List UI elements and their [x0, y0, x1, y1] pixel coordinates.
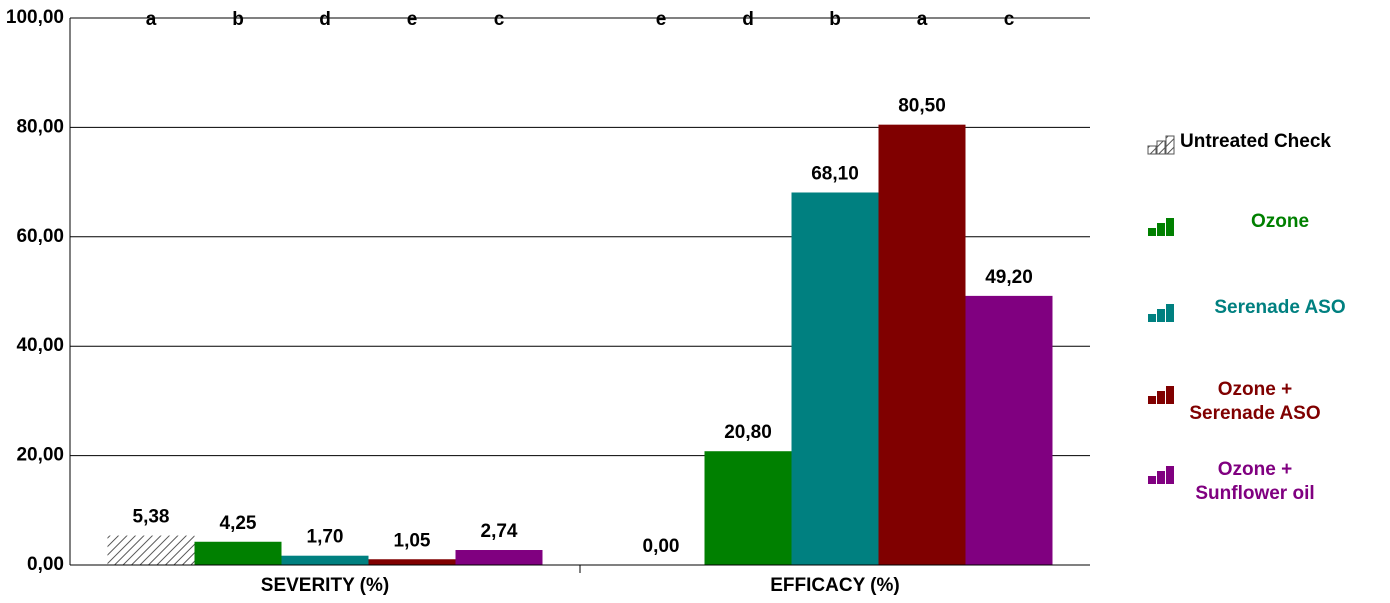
y-tick-label: 100,00 — [6, 7, 64, 28]
legend-swatch-bar — [1148, 228, 1156, 236]
bar — [965, 295, 1053, 565]
value-label: 68,10 — [811, 164, 859, 185]
significance-letter: c — [1004, 9, 1015, 30]
significance-letter: d — [319, 9, 331, 30]
significance-letter: a — [146, 9, 157, 30]
value-label: 5,38 — [133, 507, 170, 528]
y-tick-label: 40,00 — [16, 335, 64, 356]
legend-item: Untreated Check — [1140, 120, 1380, 180]
y-tick-label: 0,00 — [27, 554, 64, 575]
value-label: 1,70 — [307, 527, 344, 548]
legend-swatch-bar — [1157, 309, 1165, 322]
legend-swatch-bar — [1157, 391, 1165, 404]
value-label: 1,05 — [394, 530, 431, 551]
legend-swatch-bar — [1166, 466, 1174, 484]
bar — [704, 451, 792, 565]
value-label: 0,00 — [643, 536, 680, 557]
significance-letter: d — [742, 9, 754, 30]
legend-swatch — [1148, 304, 1174, 322]
significance-letter: e — [407, 9, 418, 30]
legend-swatch-bar — [1157, 471, 1165, 484]
legend-swatch-bar — [1165, 135, 1175, 155]
significance-letter: b — [232, 9, 244, 30]
bar — [194, 541, 282, 565]
legend-swatch-bar — [1156, 140, 1166, 155]
value-label: 80,50 — [898, 96, 946, 117]
legend-swatch-bar — [1147, 145, 1157, 155]
legend-item: Ozone — [1140, 202, 1380, 262]
legend-label: Ozone + Serenade ASO — [1189, 379, 1321, 424]
y-tick-label: 20,00 — [16, 445, 64, 466]
x-tick-label: SEVERITY (%) — [261, 575, 389, 596]
legend-swatch-bar — [1166, 304, 1174, 322]
bar — [455, 550, 543, 565]
legend-label: Serenade ASO — [1214, 297, 1346, 318]
legend-swatch-bar — [1166, 386, 1174, 404]
value-label: 49,20 — [985, 267, 1033, 288]
value-label: 4,25 — [220, 513, 257, 534]
bar — [368, 559, 456, 565]
legend-item: Ozone + Serenade ASO — [1140, 370, 1380, 430]
significance-letter: e — [656, 9, 667, 30]
significance-letter: a — [917, 9, 928, 30]
legend-swatch — [1148, 386, 1174, 404]
bar — [107, 535, 195, 565]
value-label: 2,74 — [481, 521, 518, 542]
legend-swatch-bar — [1157, 223, 1165, 236]
legend-swatch-bar — [1166, 218, 1174, 236]
legend-swatch-bar — [1148, 314, 1156, 322]
x-tick-label: EFFICACY (%) — [770, 575, 899, 596]
bar — [878, 124, 966, 565]
chart: 0,00 20,00 40,00 60,00 80,00 100,00 SEVERITY (… — [6, 7, 1090, 596]
bar — [791, 192, 879, 566]
legend-label: Ozone — [1250, 211, 1310, 232]
legend-label: Untreated Check — [1180, 131, 1331, 152]
legend-item: Serenade ASO — [1140, 288, 1380, 348]
y-tick-label: 80,00 — [16, 116, 64, 137]
y-tick-label: 60,00 — [16, 226, 64, 247]
significance-letter: c — [494, 9, 505, 30]
significance-letter: b — [829, 9, 841, 30]
legend-swatch — [1147, 135, 1175, 155]
bar — [281, 555, 369, 565]
legend-swatch — [1148, 218, 1174, 236]
legend-swatch — [1148, 466, 1174, 484]
legend-item: Ozone + Sunflower oil — [1140, 450, 1380, 510]
value-label: 20,80 — [724, 422, 772, 443]
legend-swatch-bar — [1148, 396, 1156, 404]
legend-swatch-bar — [1148, 476, 1156, 484]
legend-label: Ozone + Sunflower oil — [1195, 459, 1315, 504]
